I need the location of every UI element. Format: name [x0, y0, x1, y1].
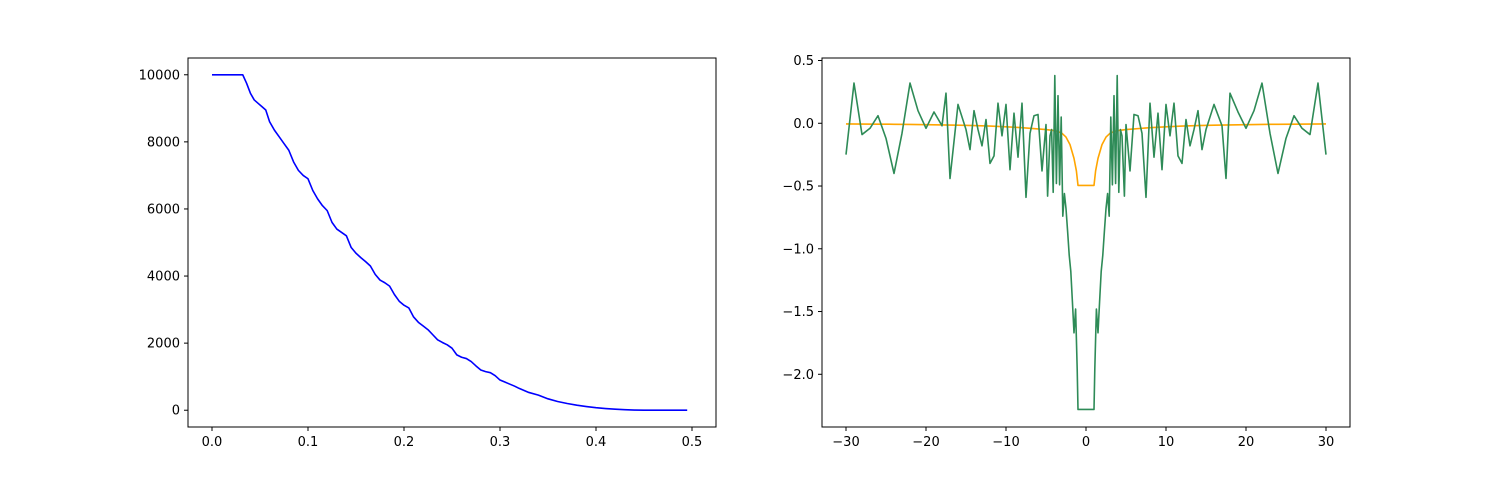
right-x-ticks: −30 −20 −10 0 10 20 30	[832, 427, 1334, 450]
left-x-tick-label: 0.2	[394, 435, 415, 450]
left-y-ticks: 0 2000 4000 6000 8000 10000	[139, 68, 188, 419]
right-x-tick-label: −20	[912, 435, 939, 450]
left-x-tick-label: 0.4	[586, 435, 607, 450]
right-x-tick-label: 10	[1158, 435, 1175, 450]
right-line-plot: −30 −20 −10 0 10 20 30 0.5 0.0 −0.5 −1.0 −1.5 −2.0	[782, 54, 1351, 450]
left-plot-frame	[187, 57, 717, 428]
right-x-tick-label: 0	[1082, 435, 1090, 450]
left-series-line-0	[212, 73, 688, 412]
left-y-tick-label: 0	[172, 404, 180, 419]
left-x-tick-label: 0.5	[682, 435, 703, 450]
right-x-tick-label: −10	[992, 435, 1019, 450]
right-y-tick-label: −1.0	[782, 242, 814, 257]
left-x-tick-label: 0.3	[490, 435, 511, 450]
left-line-plot: 0.0 0.1 0.2 0.3 0.4 0.5 0 2000 4000 6000 8000 1000…	[139, 57, 717, 450]
right-x-tick-label: 30	[1318, 435, 1335, 450]
right-y-tick-label: 0.5	[793, 54, 814, 69]
left-y-tick-label: 6000	[147, 202, 180, 217]
left-x-ticks: 0.0 0.1 0.2 0.3 0.4 0.5	[202, 427, 703, 450]
left-y-tick-label: 8000	[147, 135, 180, 150]
right-y-tick-label: 0.0	[793, 117, 814, 132]
right-series-line-0	[845, 123, 1327, 187]
left-y-tick-label: 4000	[147, 270, 180, 285]
left-x-tick-label: 0.1	[298, 435, 319, 450]
right-x-tick-label: 20	[1238, 435, 1255, 450]
left-y-tick-label: 2000	[147, 337, 180, 352]
left-x-tick-label: 0.0	[202, 435, 223, 450]
left-series-layer	[212, 73, 688, 412]
right-series-layer	[845, 74, 1327, 411]
right-x-tick-label: −30	[832, 435, 859, 450]
left-y-tick-label: 10000	[139, 68, 180, 83]
right-y-tick-label: −2.0	[782, 368, 814, 383]
right-y-ticks: 0.5 0.0 −0.5 −1.0 −1.5 −2.0	[782, 54, 822, 383]
right-series-line-1	[845, 74, 1327, 411]
right-y-tick-label: −1.5	[782, 305, 814, 320]
right-y-tick-label: −0.5	[782, 180, 814, 195]
